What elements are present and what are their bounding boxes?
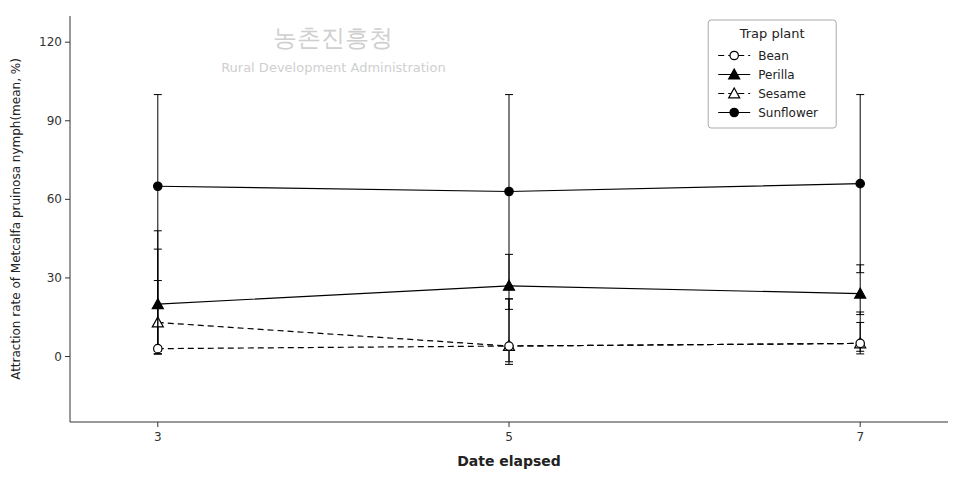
legend-item: Perilla bbox=[718, 68, 794, 82]
error-bar-cap bbox=[154, 94, 162, 95]
error-bar-cap bbox=[856, 94, 864, 95]
y-tick bbox=[65, 120, 70, 121]
legend-title: Trap plant bbox=[739, 26, 805, 41]
legend-swatch-marker bbox=[729, 69, 740, 79]
point bbox=[856, 339, 864, 347]
legend-label: Perilla bbox=[758, 68, 794, 82]
error-bar-cap bbox=[154, 353, 162, 354]
x-axis-label: Date elapsed bbox=[457, 453, 561, 469]
series bbox=[154, 281, 865, 365]
x-tick-label: 5 bbox=[505, 430, 513, 444]
y-axis-label: Attraction rate of Metcalfa pruinosa nym… bbox=[9, 58, 23, 380]
error-bar-cap bbox=[856, 314, 864, 315]
point bbox=[505, 187, 513, 195]
watermark: Rural Development Administration bbox=[221, 60, 446, 75]
y-tick-label: 60 bbox=[47, 192, 62, 206]
y-tick bbox=[65, 199, 70, 200]
error-bar-cap bbox=[154, 280, 162, 281]
point bbox=[856, 179, 864, 187]
legend-label: Bean bbox=[758, 49, 789, 63]
error-bar bbox=[154, 231, 162, 354]
error-bar bbox=[856, 95, 864, 273]
point bbox=[504, 280, 515, 290]
error-bar-cap bbox=[154, 230, 162, 231]
point bbox=[504, 341, 515, 351]
error-bar-stem bbox=[157, 95, 158, 354]
x-tick-label: 7 bbox=[856, 430, 864, 444]
x-tick bbox=[157, 422, 158, 427]
y-axis-line bbox=[70, 16, 71, 422]
error-bar-cap bbox=[154, 353, 162, 354]
x-tick bbox=[860, 422, 861, 427]
legend: Trap plant Bean Perilla Sesame Sunflower bbox=[708, 20, 836, 128]
error-bar-cap bbox=[856, 353, 864, 354]
legend-swatch-marker bbox=[729, 88, 740, 98]
error-bar-cap bbox=[505, 94, 513, 95]
error-bar-cap bbox=[505, 364, 513, 365]
legend-swatch-marker bbox=[730, 108, 738, 116]
error-bar-cap bbox=[505, 254, 513, 255]
point bbox=[154, 182, 162, 190]
legend-item: Sesame bbox=[718, 87, 806, 101]
error-bar-cap bbox=[856, 322, 864, 323]
marks bbox=[152, 95, 865, 365]
y-tick-label: 30 bbox=[47, 271, 62, 285]
error-bar-cap bbox=[505, 298, 513, 299]
y-tick-label: 0 bbox=[54, 350, 62, 364]
chart: 농촌진흥청 Rural Development Administration 0 30… bbox=[0, 0, 968, 478]
legend-label: Sunflower bbox=[758, 106, 818, 120]
error-bar-cap bbox=[856, 351, 864, 352]
legend-swatch-marker bbox=[730, 51, 738, 59]
point bbox=[505, 342, 513, 350]
y-tick bbox=[65, 356, 70, 357]
y-tick-label: 120 bbox=[39, 35, 62, 49]
x-tick-label: 3 bbox=[154, 430, 162, 444]
error-bar bbox=[154, 95, 162, 354]
x-tick bbox=[509, 422, 510, 427]
y-tick-label: 90 bbox=[47, 114, 62, 128]
error-bar bbox=[856, 322, 864, 351]
point bbox=[855, 338, 866, 348]
axes: 0 30 60 90 120 3 5 7 bbox=[39, 16, 948, 444]
y-tick bbox=[65, 277, 70, 278]
y-tick bbox=[65, 42, 70, 43]
error-bar bbox=[154, 281, 162, 354]
error-bar-cap bbox=[154, 353, 162, 354]
error-bar-cap bbox=[505, 298, 513, 299]
error-bar-cap bbox=[856, 264, 864, 265]
watermark: 농촌진흥청 bbox=[273, 24, 393, 52]
point bbox=[154, 344, 162, 352]
error-bar-stem bbox=[509, 299, 510, 364]
error-bar bbox=[505, 299, 513, 364]
legend-item: Bean bbox=[718, 49, 789, 63]
error-bar-stem bbox=[157, 281, 158, 354]
legend-item: Sunflower bbox=[718, 106, 818, 120]
legend-frame bbox=[708, 20, 836, 128]
legend-label: Sesame bbox=[758, 87, 806, 101]
point bbox=[855, 288, 866, 298]
error-bar-stem bbox=[157, 231, 158, 354]
